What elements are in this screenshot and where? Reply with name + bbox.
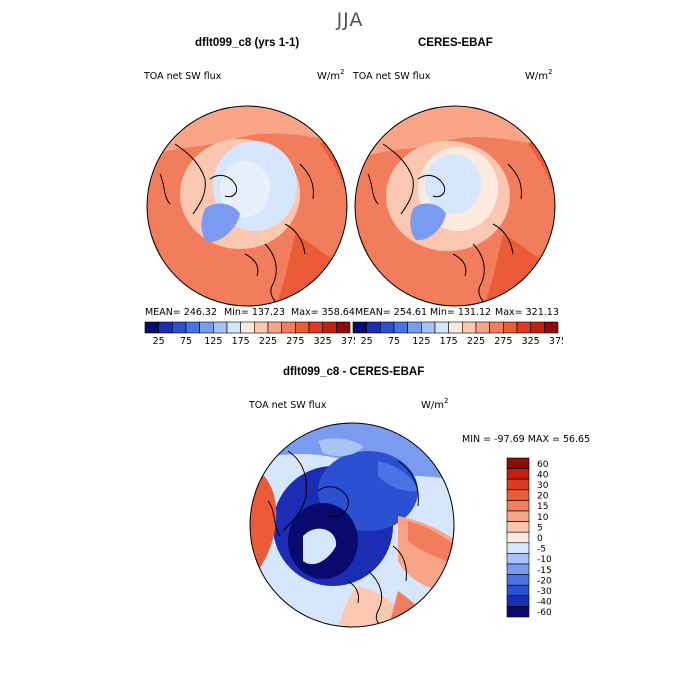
- diff-colorbar-tick-label: -20: [537, 576, 552, 586]
- panel2-colorbar-tick-label: 25: [361, 336, 373, 347]
- panel1-colorbar-swatch: [172, 321, 187, 334]
- diff-colorbar-swatch: [506, 478, 530, 491]
- diff-colorbar-swatch: [506, 574, 530, 586]
- season-title: JJA: [336, 9, 364, 31]
- panel1-colorbar: 25 75 125 175 225 275 325 375: [144, 321, 355, 347]
- diff-colorbar-tick-label: -60: [537, 608, 552, 618]
- panel1-colorbar-tick-label: 225: [259, 336, 277, 347]
- panel1-colorbar-swatch: [254, 321, 269, 334]
- panel2-colorbar-swatch: [434, 321, 449, 334]
- diff-colorbar-tick-label: -30: [537, 587, 552, 597]
- diff-colorbar-swatch: [506, 489, 530, 501]
- panel1-colorbar-swatch: [144, 321, 159, 334]
- panel2-colorbar-swatch: [407, 321, 422, 334]
- panel1-colorbar-tick-label: 25: [153, 336, 165, 347]
- panel2-colorbar-tick-label: 225: [467, 336, 485, 347]
- panel2-colorbar-swatch: [516, 321, 531, 334]
- panel2-colorbar-tick-label: 275: [494, 336, 512, 347]
- diff-colorbar-tick-label: -15: [537, 566, 552, 576]
- panel1-colorbar-swatch: [295, 321, 310, 334]
- panel2-colorbar-swatch: [380, 321, 395, 334]
- diff-colorbar-tick-label: -5: [537, 545, 546, 555]
- diff-colorbar-tick-label: 5: [537, 523, 543, 533]
- diff-colorbar-swatch: [506, 521, 530, 533]
- panel1-colorbar-swatch: [322, 321, 337, 334]
- diff-colorbar-tick-label: 60: [537, 460, 549, 470]
- panel2-colorbar-swatch: [366, 321, 381, 334]
- panel2-colorbar-swatch: [448, 321, 463, 334]
- panel1-colorbar-swatch: [213, 321, 228, 334]
- diff-colorbar-tick-label: 10: [537, 513, 549, 523]
- diff-title: dflt099_c8 - CERES-EBAF: [283, 366, 425, 378]
- panel2-min: Min= 131.12: [430, 307, 492, 318]
- panel1-colorbar-swatch: [158, 321, 173, 334]
- panel1-colorbar-swatch: [185, 321, 200, 334]
- panel2-title: CERES-EBAF: [418, 37, 493, 49]
- panel1-colorbar-swatch: [336, 321, 351, 334]
- panel1-colorbar-swatch: [281, 321, 296, 334]
- panel2-mean: MEAN= 254.61: [355, 307, 428, 318]
- panel1-colorbar-tick-label: 275: [286, 336, 304, 347]
- panel2-units: W/m2: [525, 68, 553, 82]
- diff-colorbar-swatch: [506, 457, 530, 469]
- diff-colorbar-swatch: [506, 595, 530, 607]
- panel2-colorbar-tick-label: 325: [522, 336, 540, 347]
- panel1-colorbar-tick-label: 325: [314, 336, 332, 347]
- panel2-polar-map: [354, 105, 556, 307]
- diff-colorbar-swatch: [506, 553, 530, 565]
- panel1-colorbar-swatch: [308, 321, 323, 334]
- panel2-colorbar-swatch: [530, 321, 545, 334]
- panel1-min: Min= 137.23: [224, 307, 286, 318]
- diff-colorbar-tick-label: 15: [537, 502, 548, 512]
- panel1-colorbar-swatch: [267, 321, 282, 334]
- panel1-colorbar-swatch: [199, 321, 214, 334]
- panel2-colorbar-swatch: [489, 321, 504, 334]
- panel2-colorbar-swatch: [421, 321, 436, 334]
- diff-colorbar-swatch: [506, 563, 530, 575]
- panel2-field-label: TOA net SW flux: [353, 71, 431, 82]
- diff-colorbar-swatch: [506, 510, 530, 522]
- panel1-field-label: TOA net SW flux: [144, 71, 222, 82]
- panel2-colorbar: 25 75 125 175 225 275 325 375: [352, 321, 563, 347]
- diff-colorbar-swatch: [506, 584, 530, 597]
- diff-colorbar-swatch: [506, 606, 530, 618]
- diff-colorbar-tick-label: 40: [537, 470, 549, 480]
- panel2-colorbar-tick-label: 175: [440, 336, 458, 347]
- diff-colorbar-tick-label: -40: [537, 598, 552, 608]
- diff-colorbar-swatch: [506, 500, 530, 512]
- panel2-colorbar-swatch: [544, 321, 559, 334]
- diff-colorbar-tick-label: -10: [537, 555, 552, 565]
- panel2-colorbar-swatch: [503, 321, 518, 334]
- panel2-colorbar-tick-label: 375: [549, 336, 563, 347]
- diff-colorbar-tick-label: 0: [537, 534, 543, 544]
- diff-units: W/m2: [421, 397, 449, 411]
- panel1-polar-map: [146, 105, 348, 307]
- diff-colorbar-swatch: [506, 531, 530, 544]
- panel1-colorbar-swatch: [240, 321, 255, 334]
- panel1-title: dflt099_c8 (yrs 1-1): [195, 37, 300, 49]
- panel1-max: Max= 358.64: [291, 307, 355, 318]
- diff-colorbar-tick-label: 30: [537, 481, 549, 491]
- panel2-colorbar-swatch: [393, 321, 408, 334]
- diff-colorbar-swatch: [506, 542, 530, 554]
- panel1-colorbar-swatch: [226, 321, 241, 334]
- panel2-colorbar-swatch: [352, 321, 367, 334]
- diff-colorbar-tick-label: 20: [537, 492, 549, 502]
- panel2-colorbar-tick-label: 75: [388, 336, 400, 347]
- panel2-max: Max= 321.13: [495, 307, 559, 318]
- diff-field-label: TOA net SW flux: [249, 400, 327, 411]
- panel2-colorbar-tick-label: 125: [412, 336, 430, 347]
- diff-minmax: MIN = -97.69 MAX = 56.65: [462, 434, 591, 445]
- panel1-colorbar-tick-label: 125: [204, 336, 222, 347]
- diff-colorbar-swatch: [506, 468, 530, 480]
- panel1-mean: MEAN= 246.32: [145, 307, 218, 318]
- panel1-colorbar-tick-label: 375: [341, 336, 355, 347]
- panel1-units: W/m2: [317, 68, 345, 82]
- panel2-colorbar-swatch: [475, 321, 490, 334]
- diff-polar-map: [249, 422, 455, 628]
- panel1-colorbar-tick-label: 175: [232, 336, 250, 347]
- panel1-colorbar-tick-label: 75: [180, 336, 192, 347]
- panel2-colorbar-swatch: [462, 321, 477, 334]
